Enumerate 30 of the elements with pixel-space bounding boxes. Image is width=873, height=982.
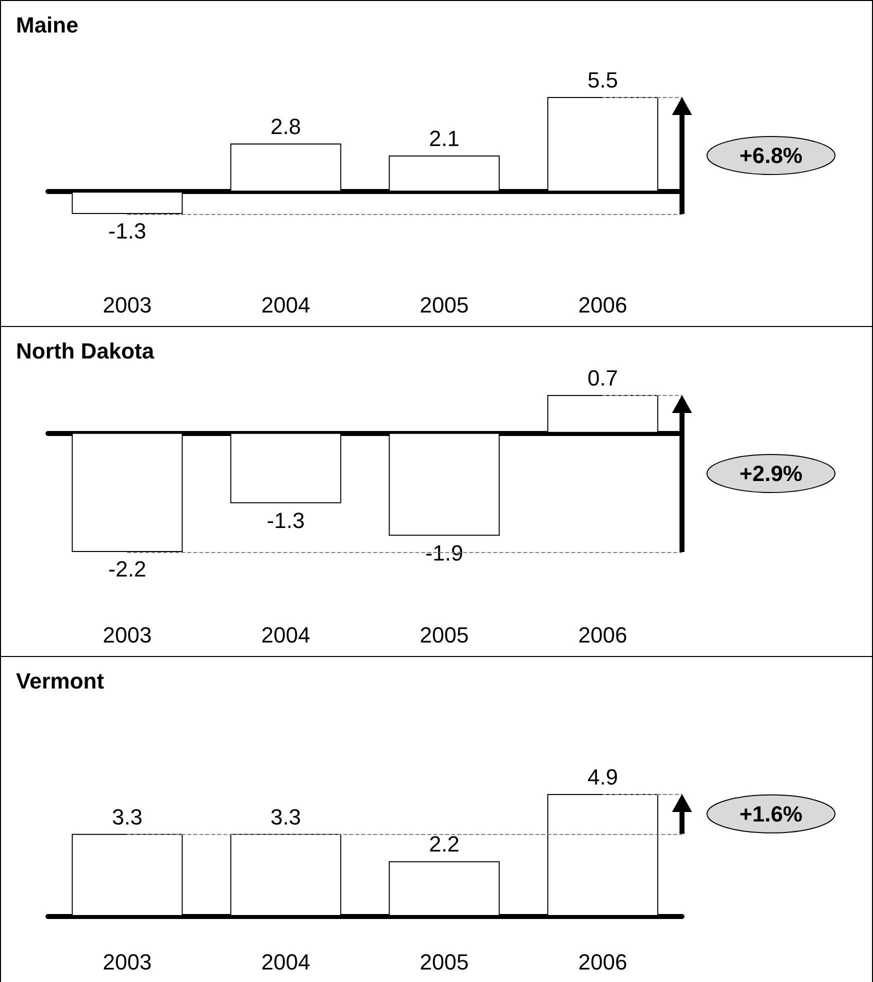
- chart-title: North Dakota: [16, 338, 155, 364]
- text: +6.8%: [740, 143, 802, 168]
- data-label: 2.2: [428, 832, 460, 857]
- text: +2.9%: [740, 461, 802, 486]
- data-label: 4.9: [587, 764, 618, 790]
- x-tick-label: 2003: [102, 950, 152, 974]
- x-tick-label: 2006: [578, 622, 628, 648]
- x-tick-label: 2003: [102, 622, 152, 648]
- data-label: 0.7: [587, 366, 618, 390]
- data-label: -1.9: [425, 540, 464, 566]
- data-label: 2.8: [270, 114, 302, 139]
- x-tick-label: 2006: [578, 950, 628, 974]
- data-label: -1.3: [266, 508, 305, 533]
- data-label: 2.1: [428, 126, 460, 151]
- data-label: -1.3: [108, 218, 146, 244]
- data-label: -2.2: [108, 556, 146, 582]
- data-label: 3.3: [270, 804, 302, 830]
- x-tick-label: 2003: [102, 292, 152, 318]
- x-tick-label: 2005: [420, 622, 469, 648]
- text: +1.6%: [740, 801, 802, 826]
- x-tick-label: 2004: [261, 622, 310, 648]
- x-tick-label: 2005: [420, 292, 469, 318]
- x-tick-label: 2004: [261, 292, 310, 318]
- data-label: 5.5: [587, 68, 618, 92]
- chart-title: Maine: [16, 12, 78, 38]
- x-tick-label: 2005: [420, 950, 469, 974]
- x-tick-label: 2004: [261, 950, 310, 974]
- data-label: 3.3: [112, 804, 143, 830]
- chart-title: Vermont: [16, 668, 105, 694]
- x-tick-label: 2006: [578, 292, 628, 318]
